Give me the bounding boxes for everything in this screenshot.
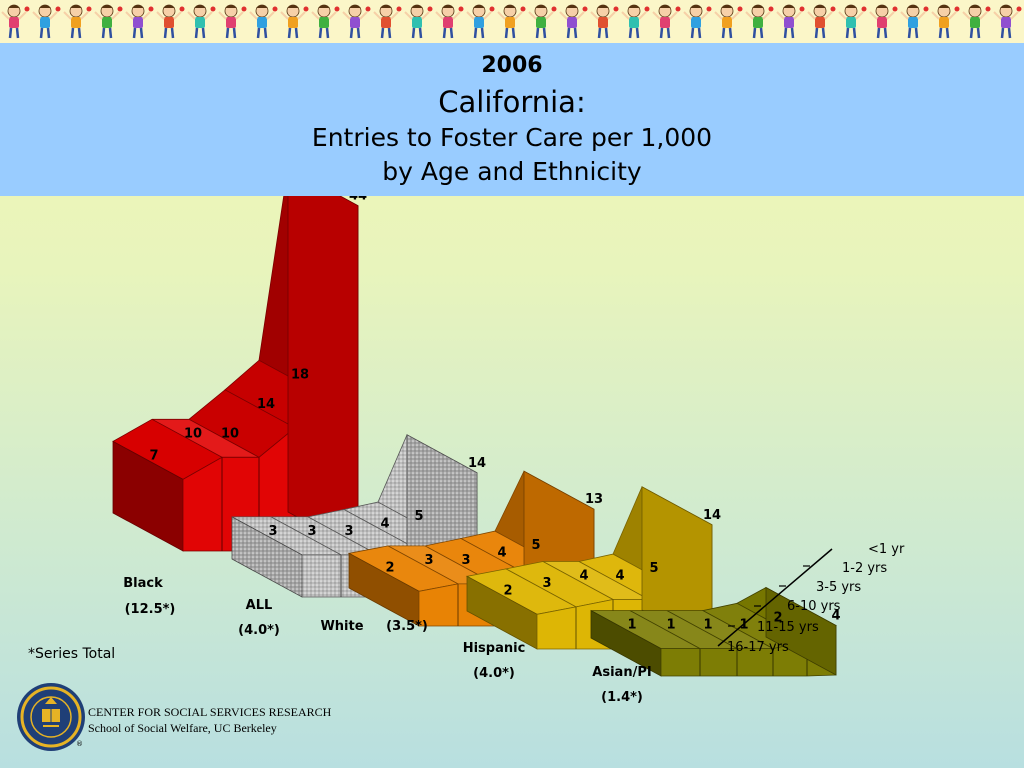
series-name-label: White bbox=[320, 619, 363, 634]
org-name: CENTER FOR SOCIAL SERVICES RESEARCH bbox=[88, 705, 332, 719]
data-label: 4 bbox=[579, 569, 588, 584]
data-label: 1 bbox=[666, 618, 675, 633]
child-figure-icon bbox=[931, 4, 960, 39]
data-label: 5 bbox=[414, 509, 423, 524]
child-figure-icon bbox=[652, 4, 681, 39]
series-asianpi bbox=[590, 586, 837, 677]
series-name-label: Black bbox=[123, 576, 163, 591]
data-label: 13 bbox=[585, 492, 603, 507]
org-school: School of Social Welfare, UC Berkeley bbox=[88, 721, 277, 735]
child-figure-icon bbox=[1, 4, 30, 39]
data-label: 4 bbox=[831, 609, 840, 624]
data-label: 14 bbox=[257, 397, 275, 412]
child-figure-icon bbox=[559, 4, 588, 39]
child-figure-icon bbox=[156, 4, 185, 39]
child-figure-icon bbox=[32, 4, 61, 39]
child-figure-icon bbox=[776, 4, 805, 39]
age-tick-label: 3-5 yrs bbox=[816, 580, 861, 595]
data-label: 10 bbox=[221, 426, 239, 441]
uc-seal-icon bbox=[17, 683, 85, 751]
data-label: 3 bbox=[542, 576, 551, 591]
data-label: 3 bbox=[461, 553, 470, 568]
child-figure-icon bbox=[249, 4, 278, 39]
data-label: 7 bbox=[149, 448, 158, 463]
age-axis-line bbox=[717, 548, 833, 647]
data-label: 4 bbox=[497, 546, 506, 561]
child-figure-icon bbox=[404, 4, 433, 39]
data-label: 5 bbox=[649, 561, 658, 576]
data-label: 14 bbox=[703, 508, 721, 523]
age-tick-label: <1 yr bbox=[868, 542, 905, 557]
side-cap bbox=[765, 586, 837, 676]
age-tick-label: 16-17 yrs bbox=[727, 640, 789, 655]
child-figure-icon bbox=[962, 4, 991, 39]
child-figure-icon bbox=[280, 4, 309, 39]
child-figure-icon bbox=[63, 4, 92, 39]
series-name-label: Asian/PI bbox=[592, 665, 651, 680]
child-figure-icon bbox=[838, 4, 867, 39]
child-figure-icon bbox=[187, 4, 216, 39]
data-label: 3 bbox=[268, 524, 277, 539]
chart-year: 2006 bbox=[481, 53, 543, 78]
data-label: 5 bbox=[531, 538, 540, 553]
series-total-footnote: *Series Total bbox=[28, 646, 116, 662]
series-name-label: ALL bbox=[246, 598, 273, 613]
title-band: 2006 California: Entries to Foster Care … bbox=[0, 43, 1024, 196]
series-total-label: (4.0*) bbox=[473, 666, 515, 681]
child-figure-icon bbox=[342, 4, 371, 39]
children-illustration-icon bbox=[1, 4, 1022, 39]
child-figure-icon bbox=[497, 4, 526, 39]
series-black bbox=[112, 196, 359, 552]
registered-mark: ® bbox=[76, 740, 83, 748]
child-figure-icon bbox=[590, 4, 619, 39]
child-figure-icon bbox=[993, 4, 1022, 39]
series-total-label: (4.0*) bbox=[238, 623, 280, 638]
chart-state: California: bbox=[438, 85, 586, 119]
data-label: 2 bbox=[385, 560, 394, 575]
data-label: 1 bbox=[703, 618, 712, 633]
child-figure-icon bbox=[745, 4, 774, 39]
data-label: 3 bbox=[424, 553, 433, 568]
age-tick-label: 6-10 yrs bbox=[787, 599, 841, 614]
data-label: 44 bbox=[349, 196, 367, 204]
child-figure-icon bbox=[466, 4, 495, 39]
child-figure-icon bbox=[683, 4, 712, 39]
data-label: 3 bbox=[344, 524, 353, 539]
child-figure-icon bbox=[621, 4, 650, 39]
data-label: 4 bbox=[615, 569, 624, 584]
series-name-label: Hispanic bbox=[463, 641, 526, 656]
child-figure-icon bbox=[311, 4, 340, 39]
chart-title-line1: Entries to Foster Care per 1,000 bbox=[311, 123, 713, 152]
series-total-label: (1.4*) bbox=[601, 690, 643, 705]
child-figure-icon bbox=[125, 4, 154, 39]
age-tick-label: 1-2 yrs bbox=[842, 561, 887, 576]
chart-title-line2: by Age and Ethnicity bbox=[382, 157, 642, 186]
child-figure-icon bbox=[94, 4, 123, 39]
data-label: 1 bbox=[739, 618, 748, 633]
data-label: 4 bbox=[380, 517, 389, 532]
series-total-label: (3.5*) bbox=[386, 619, 428, 634]
child-figure-icon bbox=[435, 4, 464, 39]
data-label: 2 bbox=[503, 583, 512, 598]
data-label: 10 bbox=[184, 426, 202, 441]
child-figure-icon bbox=[900, 4, 929, 39]
series-total-label: (12.5*) bbox=[125, 602, 176, 617]
child-figure-icon bbox=[218, 4, 247, 39]
data-label: 14 bbox=[468, 456, 486, 471]
data-label: 2 bbox=[773, 610, 782, 625]
child-figure-icon bbox=[714, 4, 743, 39]
data-label: 1 bbox=[627, 618, 636, 633]
children-border-strip bbox=[0, 0, 1024, 43]
data-label: 18 bbox=[291, 367, 309, 382]
age-tick-label: 11-15 yrs bbox=[757, 620, 819, 635]
child-figure-icon bbox=[869, 4, 898, 39]
child-figure-icon bbox=[807, 4, 836, 39]
child-figure-icon bbox=[373, 4, 402, 39]
child-figure-icon bbox=[528, 4, 557, 39]
data-label: 3 bbox=[307, 524, 316, 539]
